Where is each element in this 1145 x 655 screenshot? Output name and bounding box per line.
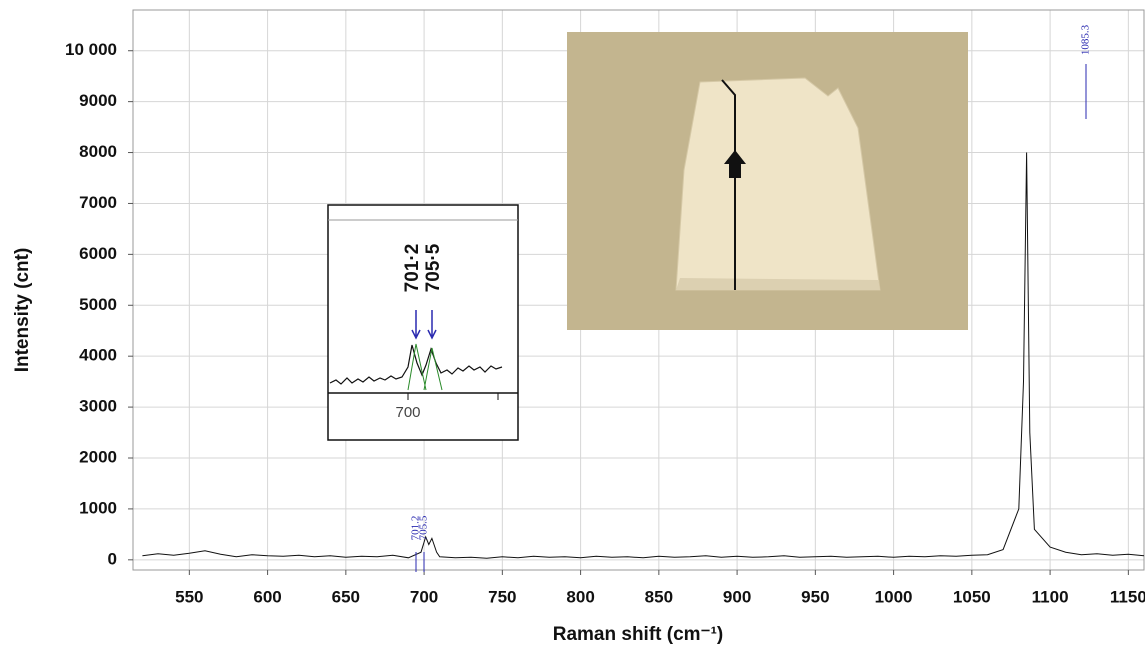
inset-peak-label: 701·2 bbox=[402, 244, 423, 293]
x-tick-label: 650 bbox=[332, 587, 360, 606]
y-tick-label: 8000 bbox=[79, 142, 117, 161]
x-tick-label: 950 bbox=[801, 587, 829, 606]
spectrum-line bbox=[142, 152, 1145, 559]
y-tick-label: 5000 bbox=[79, 295, 117, 314]
y-tick-label: 7000 bbox=[79, 193, 117, 212]
y-tick-label: 9000 bbox=[79, 91, 117, 110]
x-tick-label: 1050 bbox=[953, 587, 991, 606]
y-tick-label: 10 000 bbox=[65, 40, 117, 59]
y-tick-label: 4000 bbox=[79, 346, 117, 365]
x-tick-label: 600 bbox=[253, 587, 281, 606]
x-tick-label: 800 bbox=[566, 587, 594, 606]
x-tick-label: 900 bbox=[723, 587, 751, 606]
x-axis-title: Raman shift (cm⁻¹) bbox=[553, 624, 724, 645]
scan-line bbox=[721, 79, 736, 290]
plot-frame bbox=[132, 9, 1145, 571]
inset-peak-label: 705·5 bbox=[423, 243, 444, 292]
inset-arrows bbox=[411, 310, 437, 340]
x-tick-label: 1150 bbox=[1110, 587, 1145, 606]
y-axis-title: Intensity (cnt) bbox=[12, 248, 33, 373]
x-tick-label: 550 bbox=[175, 587, 203, 606]
x-tick-label: 1000 bbox=[875, 587, 913, 606]
y-tick-label: 1000 bbox=[79, 498, 117, 517]
peak-label: 701.2 bbox=[410, 516, 422, 541]
peak-label: 705.5 bbox=[418, 515, 430, 540]
x-tick-label: 750 bbox=[488, 587, 516, 606]
x-tick-label: 1100 bbox=[1032, 587, 1069, 606]
y-tick-label: 0 bbox=[108, 549, 117, 568]
y-tick-label: 6000 bbox=[79, 244, 117, 263]
sample-edge bbox=[676, 278, 880, 290]
sample bbox=[675, 77, 881, 291]
inset-fit bbox=[407, 343, 443, 391]
scan-arrow bbox=[724, 150, 746, 178]
y-tick-label: 3000 bbox=[79, 397, 117, 416]
x-tick-label: 700 bbox=[410, 587, 438, 606]
inset-spectrum bbox=[329, 344, 503, 385]
peak-label: 1085.3 bbox=[1080, 24, 1092, 55]
inset: 701·2 705·5 700 bbox=[327, 204, 519, 441]
inset-tick-label: 700 bbox=[395, 404, 420, 421]
y-tick-label: 2000 bbox=[79, 447, 117, 466]
spectrum bbox=[142, 152, 1145, 559]
sample-photo bbox=[567, 32, 968, 330]
x-tick-label: 850 bbox=[645, 587, 673, 606]
inset-frame bbox=[327, 204, 519, 441]
